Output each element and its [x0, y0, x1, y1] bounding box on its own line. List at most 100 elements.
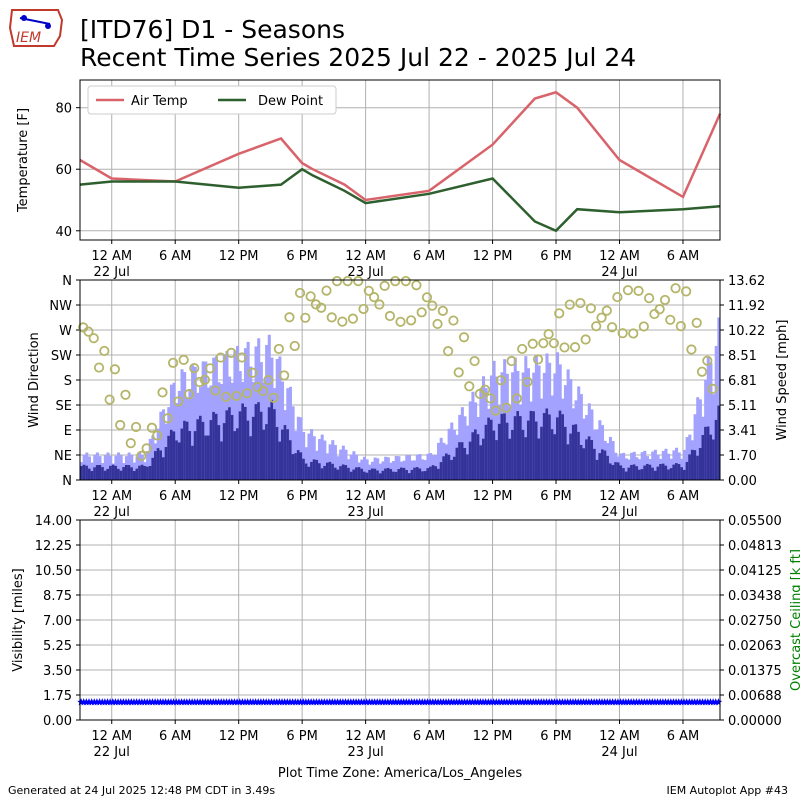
wind-gust-bar [548, 414, 552, 480]
wind-gust-bar [611, 464, 615, 480]
wind-speed-bar [608, 436, 612, 480]
wind-direction-point [400, 276, 411, 287]
wind-direction-point [152, 430, 163, 441]
wind-direction-point [93, 362, 105, 373]
wind-speed-bar [355, 454, 359, 480]
wind-direction-point [358, 303, 369, 315]
y-axis-label-left: Wind Direction [27, 332, 42, 428]
wind-speed-bar [106, 452, 110, 480]
wind-speed-bar [307, 433, 311, 480]
ceiling-tick-label: 0.05500 [728, 514, 782, 529]
wind-direction-point [517, 343, 528, 355]
wind-speed-bar [336, 456, 340, 480]
wind-direction-point [511, 393, 522, 404]
wind-gust-bar [675, 463, 679, 480]
wind-gust-bar [450, 459, 454, 480]
wind-gust-bar [307, 466, 311, 480]
wind-gust-bar [124, 464, 129, 480]
wind-speed-bar [180, 369, 184, 480]
wind-gust-bar [280, 429, 285, 480]
x-tick-label: 6 AM [667, 249, 700, 264]
wind-gust-bar [262, 429, 266, 480]
wind-direction-point [326, 312, 337, 323]
wind-speed-bar [664, 448, 668, 480]
wind-speed-bar [553, 373, 557, 480]
wind-gust-bar [648, 464, 652, 480]
footer-app: IEM Autoplot App #43 [666, 784, 789, 797]
wind-direction-point [316, 302, 327, 313]
wind-direction-point [601, 305, 612, 316]
wind-gust-bar [278, 441, 282, 480]
wind-direction-point [569, 342, 581, 353]
wind-gust-bar [93, 467, 97, 480]
wind-gust-bar [608, 463, 612, 480]
wind-speed-bar [344, 449, 348, 480]
wind-speed-bar [381, 461, 385, 480]
wind-direction-point [342, 276, 353, 287]
wind-direction-point [236, 352, 247, 363]
wind-gust-bar [606, 455, 610, 480]
wind-speed-bar [291, 406, 295, 480]
plot-frame [79, 519, 721, 721]
wind-gust-bar [476, 434, 480, 480]
wind-speed-bar [556, 352, 560, 480]
wind-speed-bar [405, 455, 409, 480]
wind-gust-bar [370, 468, 374, 480]
wind-speed-bar [172, 382, 176, 480]
wind-gust-bar [85, 465, 89, 480]
wind-gust-bar [640, 469, 644, 480]
wind-gust-bar [669, 468, 673, 480]
wind-gust-bar [222, 423, 226, 480]
y-axis-label-left: Visibility [miles] [11, 568, 26, 671]
x-day-label: 23 Jul [347, 265, 383, 280]
wind-speed-bar [331, 440, 335, 480]
wind-gust-bar [587, 436, 591, 480]
wind-speed-bar [392, 461, 396, 480]
wind-direction-point [99, 345, 110, 357]
x-tick-label: 6 AM [667, 489, 700, 504]
wind-direction-point [247, 367, 258, 378]
wind-direction-point [681, 286, 692, 297]
wind-gust-bar [185, 421, 189, 480]
wind-speed-bar [204, 361, 208, 480]
visibility-tick-label: 14.00 [35, 514, 72, 529]
wind-gust-bar [368, 469, 372, 480]
wind-gust-bar [357, 467, 361, 480]
wind-speed-bar [693, 414, 697, 480]
wind-speed-bar [246, 341, 250, 480]
wind-speed-bar [191, 365, 195, 480]
wind-gust-bar [682, 469, 687, 480]
wind-gust-bar [259, 411, 263, 480]
wind-speed-bar [193, 366, 197, 480]
wind-gust-bar [630, 464, 634, 480]
wind-speed-tick-label: 10.22 [728, 324, 765, 339]
wind-gust-bar [582, 448, 586, 480]
wind-gust-bar [111, 464, 115, 480]
wind-direction-point [115, 419, 126, 431]
wind-gust-bar [397, 469, 401, 480]
wind-speed-bar [682, 449, 687, 480]
wind-gust-bar [410, 469, 414, 480]
wind-speed-tick-label: 11.92 [728, 299, 765, 314]
wind-speed-bar [275, 359, 279, 480]
x-tick-label: 12 PM [473, 489, 513, 504]
wind-dir-tick-label: E [64, 424, 72, 439]
wind-gust-bar [117, 468, 121, 480]
y-tick-label: 60 [55, 163, 72, 178]
wind-gust-bar [336, 469, 340, 480]
wind-gust-bar [452, 456, 456, 480]
wind-gust-bar [585, 439, 589, 480]
wind-dir-tick-label: S [64, 374, 72, 389]
ceiling-tick-label: 0.02063 [728, 639, 782, 654]
x-tick-label: 6 AM [413, 729, 446, 744]
wind-gust-bar [362, 471, 367, 480]
wind-gust-bar [389, 469, 393, 480]
wind-speed-bar [278, 356, 282, 480]
wind-direction-point [675, 321, 686, 332]
wind-gust-bar [537, 438, 541, 480]
iem-logo: IEM [6, 6, 66, 52]
wind-direction-point [257, 385, 269, 397]
wind-direction-point [427, 300, 438, 311]
wind-gust-bar [423, 471, 427, 480]
wind-gust-bar [571, 424, 575, 480]
